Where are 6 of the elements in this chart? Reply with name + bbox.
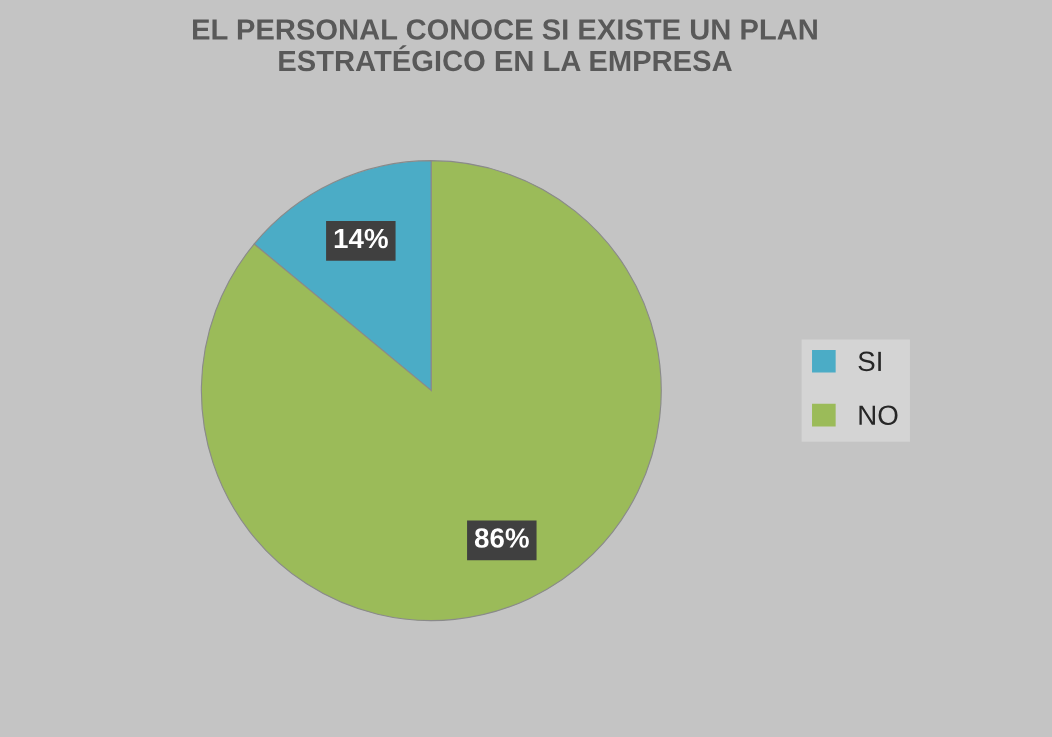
chart-title: EL PERSONAL CONOCE SI EXISTE UN PLAN ESTRATÉGICO EN LA EMPRESA <box>193 19 817 72</box>
legend-label: NO <box>859 405 898 426</box>
pie-slice <box>200 160 662 622</box>
data-label: 14% <box>334 228 388 249</box>
data-label: 86% <box>474 528 529 548</box>
legend-label: SI <box>858 351 881 372</box>
